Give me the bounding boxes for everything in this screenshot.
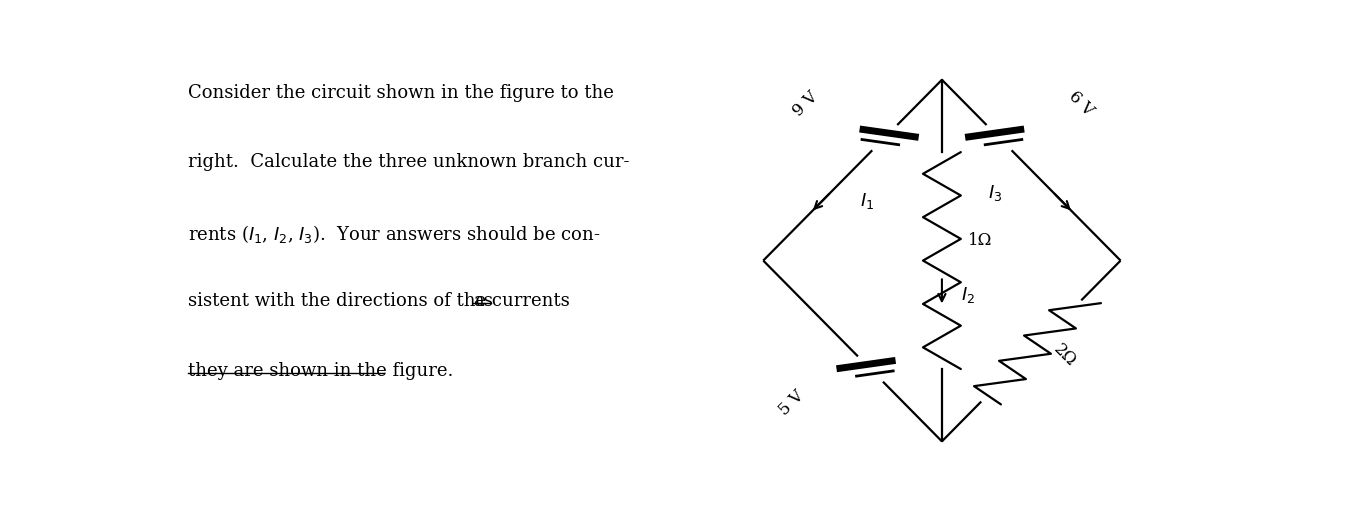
Text: $I_3$: $I_3$ <box>987 183 1002 203</box>
Text: as: as <box>473 293 492 310</box>
Text: $I_2$: $I_2$ <box>961 285 975 305</box>
Text: 9 V: 9 V <box>791 88 822 120</box>
Text: right.  Calculate the three unknown branch cur-: right. Calculate the three unknown branc… <box>188 153 631 171</box>
Text: 2Ω: 2Ω <box>1050 341 1079 369</box>
Text: 6 V: 6 V <box>1066 88 1097 120</box>
Text: 1Ω: 1Ω <box>968 232 993 249</box>
Text: sistent with the directions of the currents: sistent with the directions of the curre… <box>188 293 576 310</box>
Text: rents ($I_1$, $I_2$, $I_3$).  Your answers should be con-: rents ($I_1$, $I_2$, $I_3$). Your answer… <box>188 223 601 245</box>
Text: they are shown in the figure.: they are shown in the figure. <box>188 362 454 380</box>
Text: Consider the circuit shown in the figure to the: Consider the circuit shown in the figure… <box>188 84 614 102</box>
Text: 5 V: 5 V <box>776 387 807 418</box>
Text: $I_1$: $I_1$ <box>860 191 875 211</box>
